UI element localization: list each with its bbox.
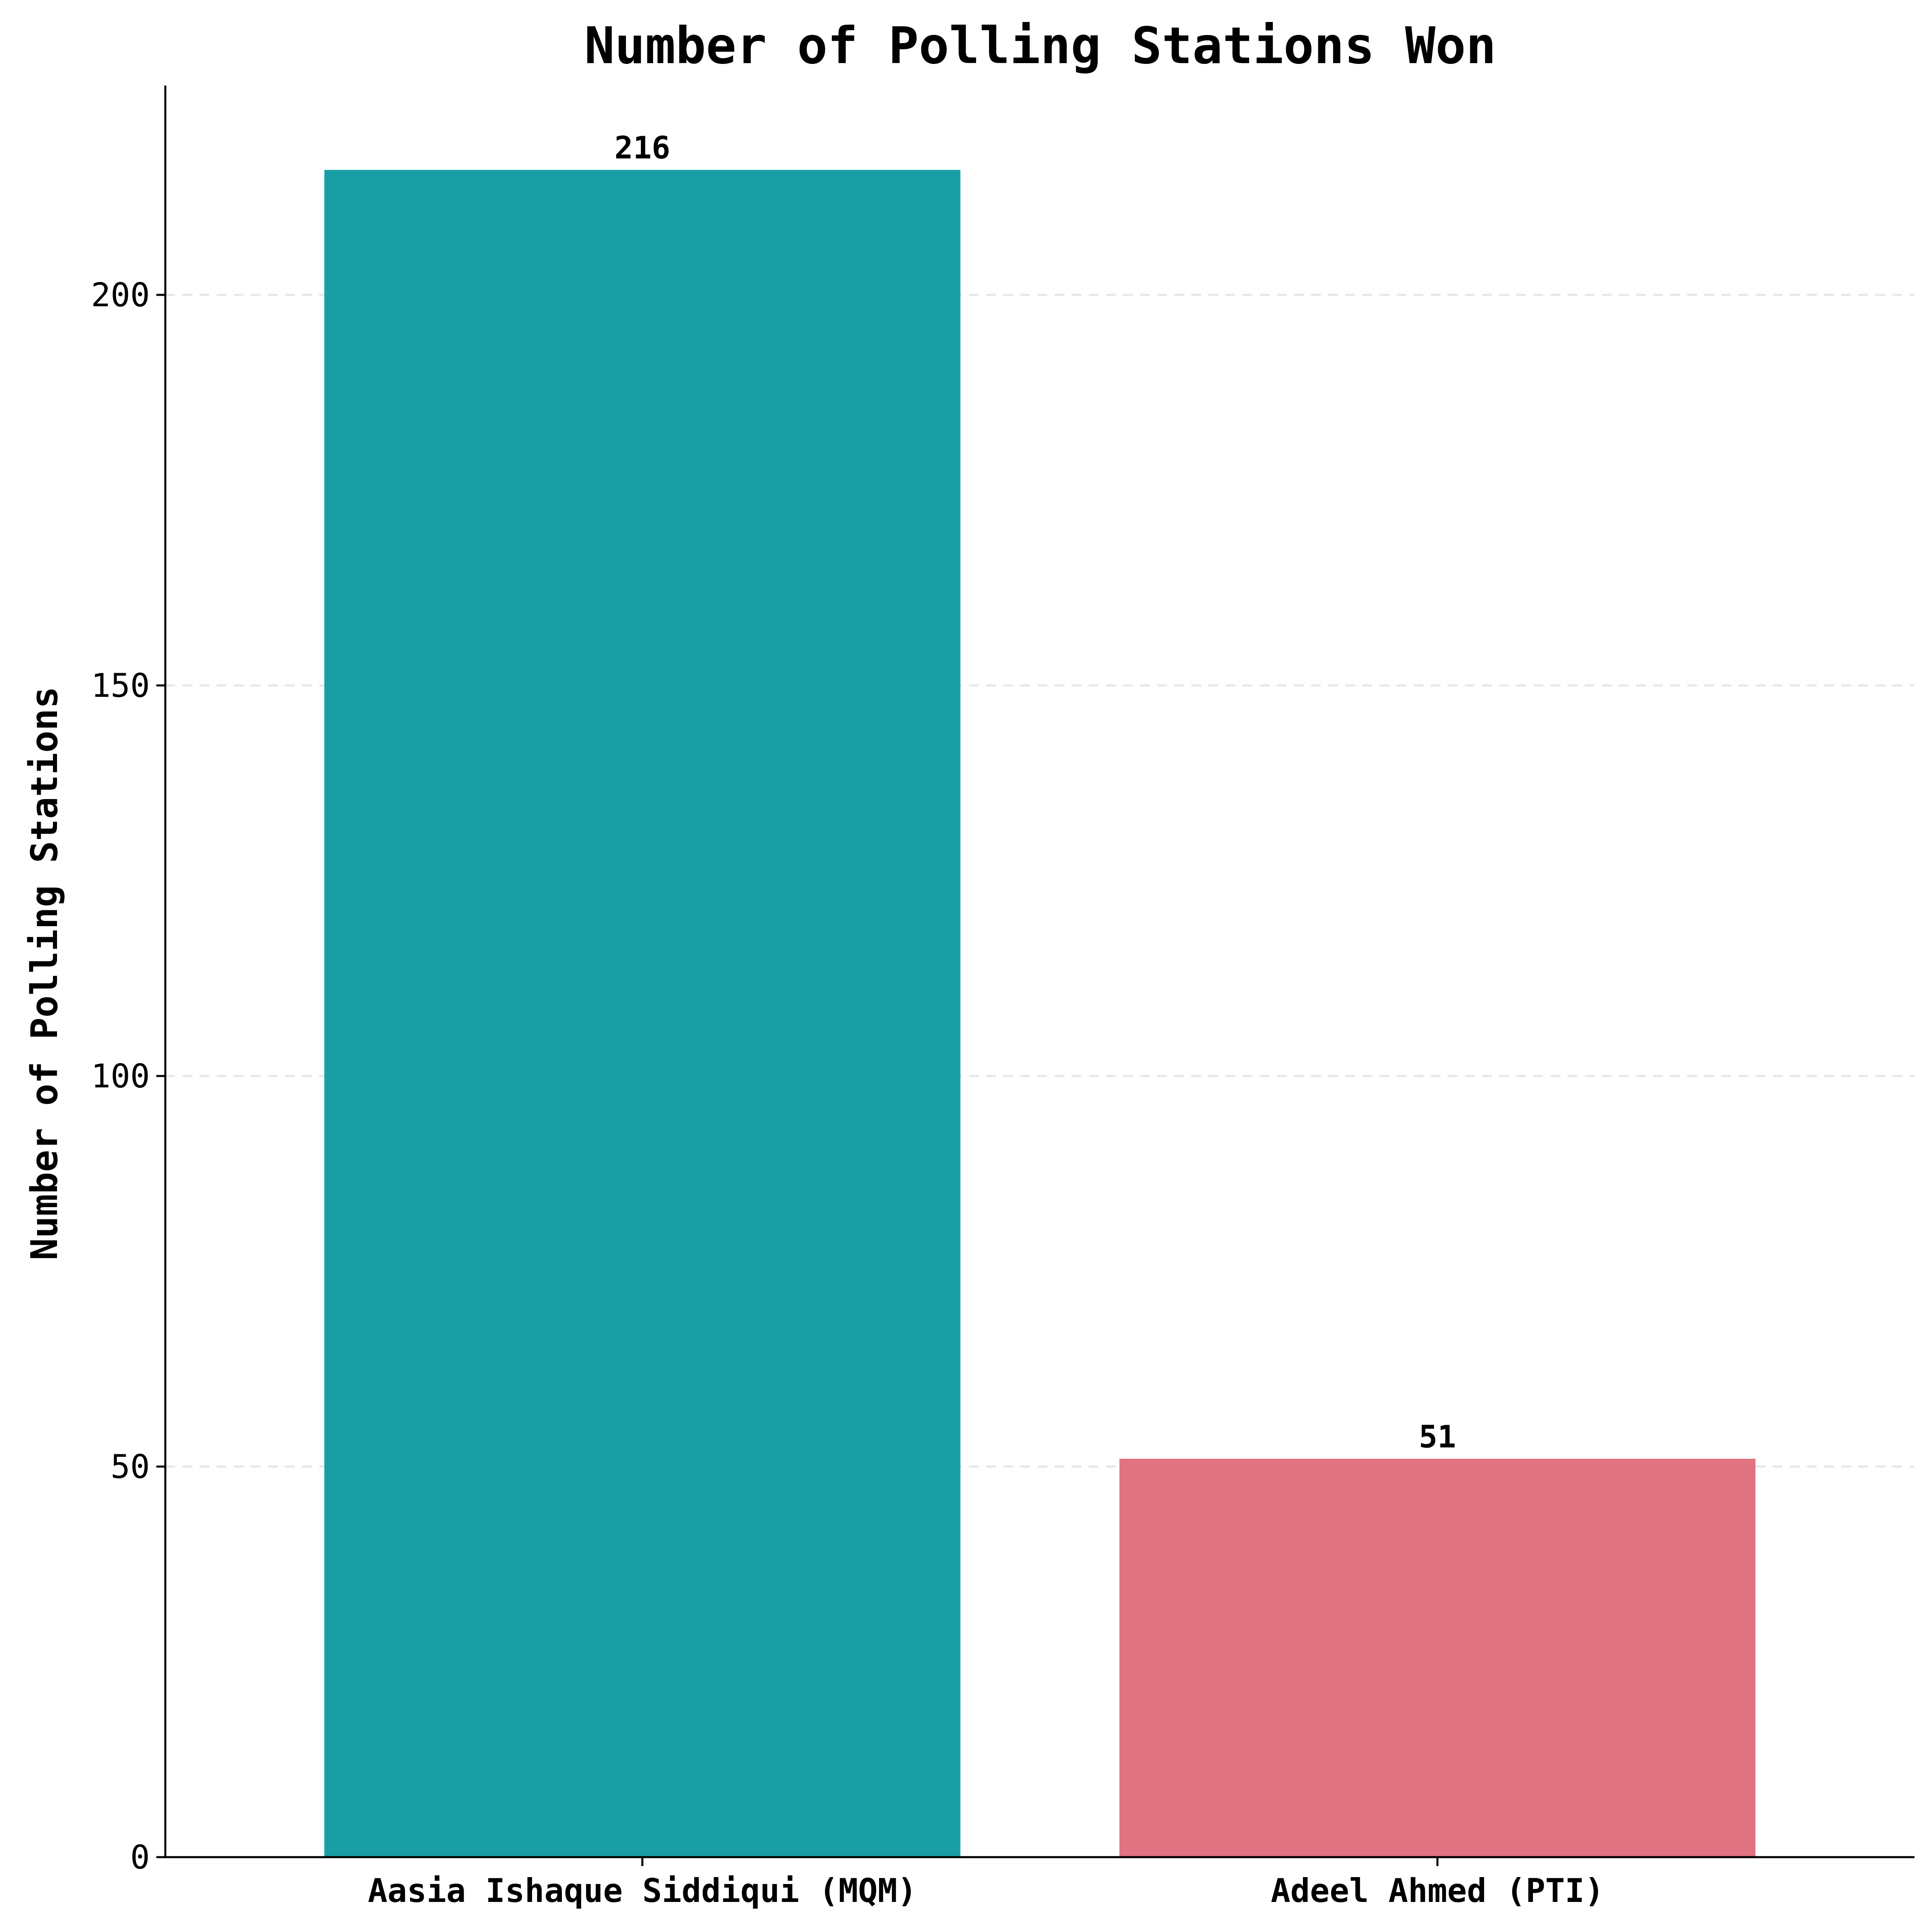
chart-title: Number of Polling Stations Won xyxy=(584,17,1496,75)
bar-value-label: 51 xyxy=(1419,1419,1456,1455)
y-tick-label: 150 xyxy=(91,667,150,705)
y-tick-label: 100 xyxy=(91,1057,150,1095)
bar xyxy=(324,170,961,1857)
y-tick-label: 0 xyxy=(130,1838,150,1876)
bar xyxy=(1119,1458,1756,1857)
y-tick-label: 200 xyxy=(91,276,150,314)
x-axis-ticks: Aasia Ishaque Siddiqui (MQM) Adeel Ahmed … xyxy=(368,1857,1604,1910)
y-axis-ticks: 0 50 100 150 200 xyxy=(91,276,165,1876)
y-tick-label: 50 xyxy=(111,1448,150,1486)
x-tick-label: Aasia Ishaque Siddiqui (MQM) xyxy=(368,1872,917,1910)
bar-value-label: 216 xyxy=(614,130,670,166)
bars: 216 51 xyxy=(324,130,1756,1857)
y-axis-label: Number of Polling Stations xyxy=(23,687,66,1260)
x-tick-label: Adeel Ahmed (PTI) xyxy=(1271,1872,1604,1910)
